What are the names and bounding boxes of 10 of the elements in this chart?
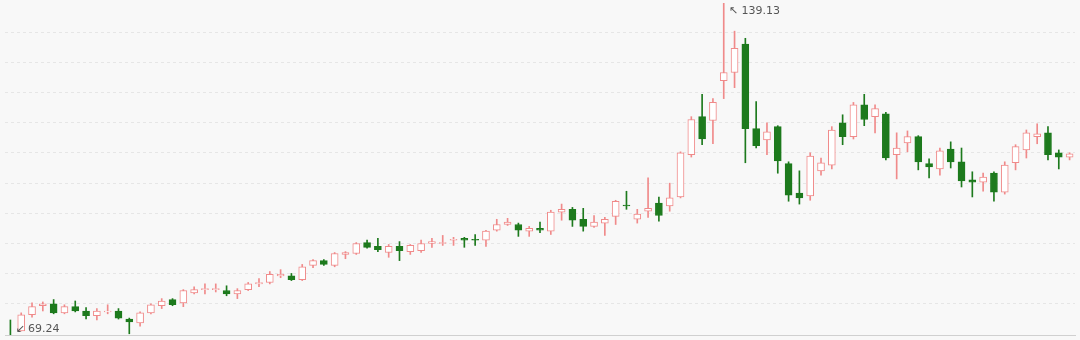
annotation: ↙ 69.24: [15, 322, 60, 336]
candlestick: [719, 3, 728, 99]
candlestick: [925, 158, 933, 179]
candlestick: [255, 278, 263, 288]
candlestick: [103, 304, 112, 315]
candlestick: [644, 177, 652, 218]
annotation: ↖ 139.13: [728, 4, 780, 18]
candlestick: [1033, 123, 1041, 145]
candlestick: [968, 171, 977, 198]
candlestick: [471, 234, 479, 246]
